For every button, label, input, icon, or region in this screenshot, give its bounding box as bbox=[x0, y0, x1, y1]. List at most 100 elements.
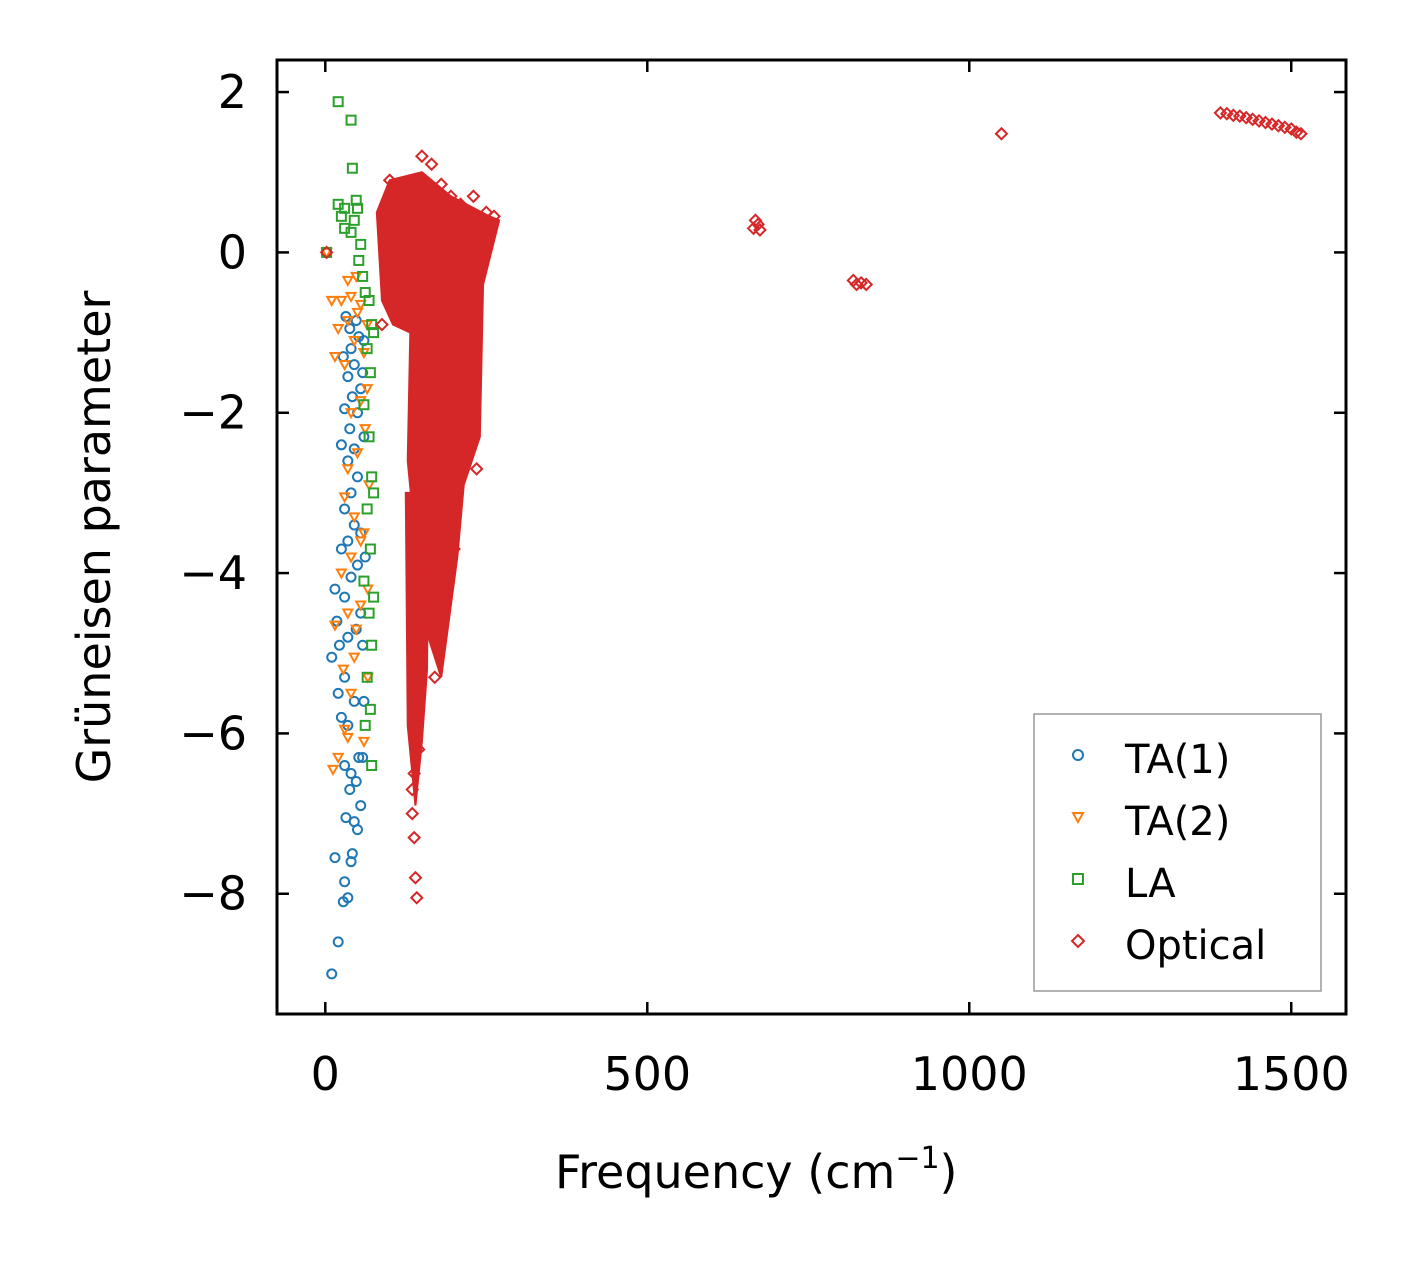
point-optical bbox=[382, 173, 397, 188]
point-ta-2 bbox=[341, 315, 355, 328]
point-optical bbox=[487, 209, 501, 224]
point-ta-2 bbox=[354, 536, 367, 548]
point-la bbox=[368, 487, 380, 499]
point-ta-2 bbox=[360, 384, 374, 396]
point-ta-1 bbox=[332, 687, 344, 699]
dense-optical-cloud bbox=[375, 171, 501, 806]
point-ta-1 bbox=[326, 968, 338, 980]
point-ta-2 bbox=[357, 736, 371, 748]
point-ta-1 bbox=[335, 543, 347, 555]
y-tick-label: 0 bbox=[218, 225, 247, 279]
point-ta-1 bbox=[342, 892, 354, 904]
point-ta-1 bbox=[345, 571, 357, 583]
point-la bbox=[363, 295, 375, 307]
point-la bbox=[366, 471, 378, 483]
point-ta-1 bbox=[345, 767, 357, 779]
point-la bbox=[353, 254, 365, 266]
point-la bbox=[368, 327, 380, 339]
point-optical bbox=[375, 317, 389, 332]
point-optical bbox=[849, 277, 864, 292]
legend-label-ta1: TA(1) bbox=[1124, 737, 1230, 783]
point-la bbox=[351, 202, 363, 214]
y-tick-label: −8 bbox=[179, 867, 247, 921]
point-optical bbox=[994, 126, 1009, 141]
point-ta-2 bbox=[351, 307, 364, 320]
point-la bbox=[363, 607, 375, 619]
point-ta-1 bbox=[351, 824, 363, 836]
point-la bbox=[368, 591, 380, 603]
point-la bbox=[363, 431, 375, 443]
point-ta-2 bbox=[354, 299, 367, 312]
point-optical bbox=[319, 245, 334, 260]
point-ta-2 bbox=[335, 295, 348, 308]
axis-ticks bbox=[277, 60, 1346, 1014]
y-tick-label: −2 bbox=[179, 386, 247, 440]
point-ta-1 bbox=[329, 852, 341, 864]
point-ta-1 bbox=[357, 367, 369, 379]
point-optical bbox=[411, 742, 426, 757]
legend-box bbox=[1033, 713, 1322, 992]
point-optical bbox=[405, 782, 420, 797]
legend-label-optical: Optical bbox=[1125, 923, 1266, 969]
point-la bbox=[345, 226, 357, 238]
point-ta-2 bbox=[357, 528, 371, 540]
y-tick-label: −4 bbox=[179, 546, 247, 600]
point-optical bbox=[447, 542, 462, 556]
point-ta-2 bbox=[350, 271, 363, 284]
point-ta-2 bbox=[359, 424, 372, 436]
point-ta-2 bbox=[341, 275, 355, 288]
point-ta-1 bbox=[332, 936, 344, 948]
plot-frame bbox=[275, 58, 1348, 1016]
point-optical bbox=[395, 197, 410, 212]
point-la bbox=[361, 671, 373, 683]
point-ta-1 bbox=[339, 876, 351, 888]
point-ta-2 bbox=[328, 620, 342, 632]
point-optical bbox=[424, 157, 439, 172]
point-ta-2 bbox=[344, 552, 358, 564]
point-ta-2 bbox=[326, 764, 340, 777]
x-axis-label: Frequency (cm−1) bbox=[555, 1141, 958, 1199]
point-ta-2 bbox=[338, 724, 351, 736]
point-la bbox=[332, 96, 344, 108]
point-ta-2 bbox=[341, 732, 355, 744]
point-la bbox=[364, 543, 376, 555]
point-la bbox=[355, 238, 367, 250]
y-axis-label: Grüneisen parameter bbox=[67, 290, 121, 783]
point-ta-1 bbox=[357, 751, 369, 763]
point-ta-2 bbox=[325, 295, 338, 308]
point-ta-1 bbox=[342, 455, 354, 467]
point-ta-1 bbox=[350, 776, 362, 788]
point-optical bbox=[405, 806, 420, 821]
point-optical bbox=[408, 181, 423, 196]
point-ta-2 bbox=[338, 492, 351, 504]
tick-labels: 0 500 1000 1500 2 0 −2 −4 −6 −8 bbox=[179, 65, 1350, 1101]
point-optical bbox=[434, 177, 449, 192]
point-optical bbox=[408, 870, 423, 885]
point-ta-2 bbox=[338, 360, 351, 372]
point-optical bbox=[443, 189, 458, 204]
point-ta-1 bbox=[339, 759, 351, 771]
point-optical bbox=[753, 223, 767, 237]
x-tick-label: 1500 bbox=[1233, 1047, 1350, 1101]
point-ta-2 bbox=[348, 335, 361, 348]
point-ta-1 bbox=[353, 751, 365, 763]
point-ta-1 bbox=[329, 583, 341, 595]
legend-label-la: LA bbox=[1125, 861, 1176, 907]
point-la bbox=[358, 399, 370, 411]
point-ta-1 bbox=[342, 371, 354, 383]
point-la bbox=[335, 210, 347, 222]
point-ta-1 bbox=[344, 423, 356, 435]
point-ta-1 bbox=[339, 671, 351, 683]
legend-markers bbox=[1070, 749, 1086, 949]
point-ta-2 bbox=[335, 568, 348, 580]
point-la bbox=[358, 575, 370, 587]
point-ta-1 bbox=[344, 323, 356, 335]
point-ta-2 bbox=[348, 652, 361, 664]
point-optical bbox=[407, 766, 422, 781]
point-ta-2 bbox=[331, 323, 345, 336]
point-la bbox=[346, 162, 358, 174]
point-ta-1 bbox=[351, 559, 363, 571]
dense-region bbox=[375, 171, 501, 678]
point-optical bbox=[751, 217, 765, 232]
legend-label-ta2: TA(2) bbox=[1124, 799, 1230, 845]
